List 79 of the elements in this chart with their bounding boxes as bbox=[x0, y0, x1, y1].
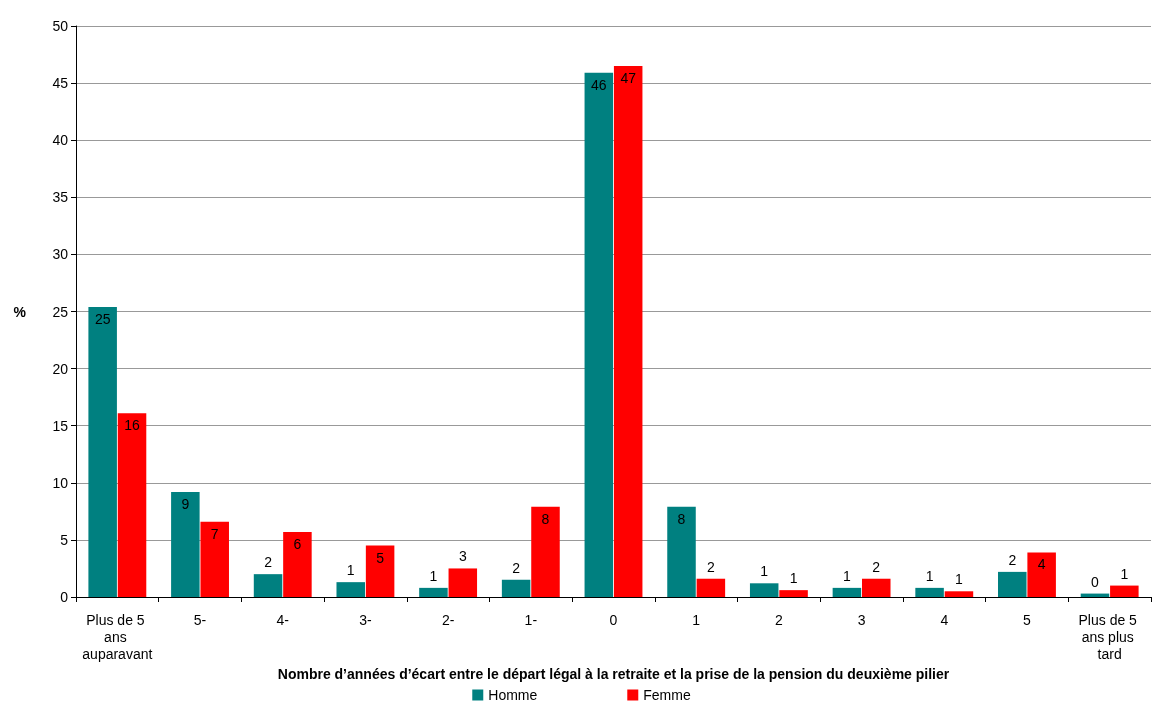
bar bbox=[336, 582, 365, 597]
data-label: 7 bbox=[210, 525, 219, 542]
y-axis-title: % bbox=[13, 303, 27, 320]
y-tick-label: 45 bbox=[52, 75, 69, 92]
data-label: 8 bbox=[677, 510, 686, 527]
bar bbox=[419, 587, 448, 597]
data-label: 0 bbox=[1091, 573, 1100, 590]
bar bbox=[584, 72, 614, 597]
data-label: 47 bbox=[620, 69, 637, 86]
x-tick-label: 2- bbox=[441, 611, 455, 628]
x-tick-label: 5- bbox=[193, 611, 207, 628]
y-tick-label: 30 bbox=[52, 246, 69, 263]
bar bbox=[1110, 585, 1139, 597]
bar bbox=[531, 506, 560, 597]
bar bbox=[200, 521, 229, 597]
data-label: 46 bbox=[591, 76, 607, 93]
bar bbox=[365, 545, 395, 597]
legend-label: Homme bbox=[488, 687, 538, 703]
bar bbox=[915, 587, 944, 597]
y-tick-label: 35 bbox=[52, 189, 69, 206]
y-tick-label: 0 bbox=[60, 589, 69, 605]
data-label: 16 bbox=[124, 417, 141, 434]
x-tick-label: Plus de 5 ans auparavant bbox=[82, 611, 153, 662]
bar bbox=[749, 583, 779, 597]
x-tick-label: 5 bbox=[1023, 611, 1032, 628]
y-tick-label: 20 bbox=[52, 360, 69, 377]
y-tick-label: 50 bbox=[52, 18, 69, 34]
data-label: 1 bbox=[1120, 565, 1129, 582]
x-tick-label: 1 bbox=[692, 611, 701, 628]
data-label: 6 bbox=[293, 535, 302, 552]
data-label: 1 bbox=[760, 563, 769, 580]
bar bbox=[862, 578, 891, 597]
data-label: 9 bbox=[181, 495, 190, 512]
bar bbox=[944, 591, 974, 597]
data-label: 2 bbox=[872, 558, 881, 575]
data-label: 5 bbox=[376, 549, 385, 566]
x-tick-label: 3 bbox=[857, 611, 866, 628]
x-tick-label: 4 bbox=[940, 611, 949, 628]
y-tick-label: 25 bbox=[52, 303, 69, 320]
bar bbox=[448, 568, 478, 597]
bar bbox=[779, 590, 808, 597]
bar bbox=[117, 413, 147, 597]
data-label: 8 bbox=[541, 510, 550, 527]
data-label: 1 bbox=[842, 567, 851, 584]
bar bbox=[88, 306, 117, 597]
data-label: 1 bbox=[789, 570, 798, 587]
y-tick-label: 5 bbox=[60, 531, 69, 548]
data-label: 4 bbox=[1037, 556, 1046, 573]
y-tick-label: 10 bbox=[52, 474, 69, 491]
x-tick-label: 0 bbox=[609, 611, 618, 628]
data-label: 2 bbox=[264, 554, 273, 571]
bar bbox=[667, 506, 696, 597]
y-tick-label: 40 bbox=[52, 132, 69, 149]
bar bbox=[998, 571, 1027, 597]
x-tick-label: Plus de 5 ans plus tard bbox=[1078, 611, 1141, 662]
bar bbox=[832, 587, 862, 597]
legend-label: Femme bbox=[643, 687, 691, 703]
data-label: 1 bbox=[955, 571, 964, 588]
data-label: 3 bbox=[458, 548, 467, 565]
x-axis-title: Nombre d’années d’écart entre le départ légal à la retraite et la prise de la pension du deuxième pilier bbox=[277, 665, 950, 682]
bar bbox=[253, 574, 283, 597]
bar bbox=[283, 531, 312, 597]
data-label: 1 bbox=[346, 562, 355, 579]
x-tick-label: 3- bbox=[359, 611, 372, 628]
x-tick-label: 2 bbox=[774, 611, 783, 628]
data-label: 25 bbox=[94, 310, 111, 327]
data-label: 1 bbox=[925, 567, 934, 584]
y-tick-label: 15 bbox=[52, 417, 69, 434]
x-tick-label: 4- bbox=[276, 611, 290, 628]
bar bbox=[1027, 552, 1056, 597]
bar bbox=[501, 579, 531, 597]
bar bbox=[171, 491, 200, 597]
data-label: 2 bbox=[512, 559, 521, 576]
bar bbox=[696, 578, 726, 597]
bar bbox=[613, 65, 643, 597]
data-label: 2 bbox=[706, 558, 715, 575]
data-label: 2 bbox=[1008, 551, 1017, 568]
data-label: 1 bbox=[429, 567, 438, 584]
x-tick-label: 1- bbox=[524, 611, 538, 628]
